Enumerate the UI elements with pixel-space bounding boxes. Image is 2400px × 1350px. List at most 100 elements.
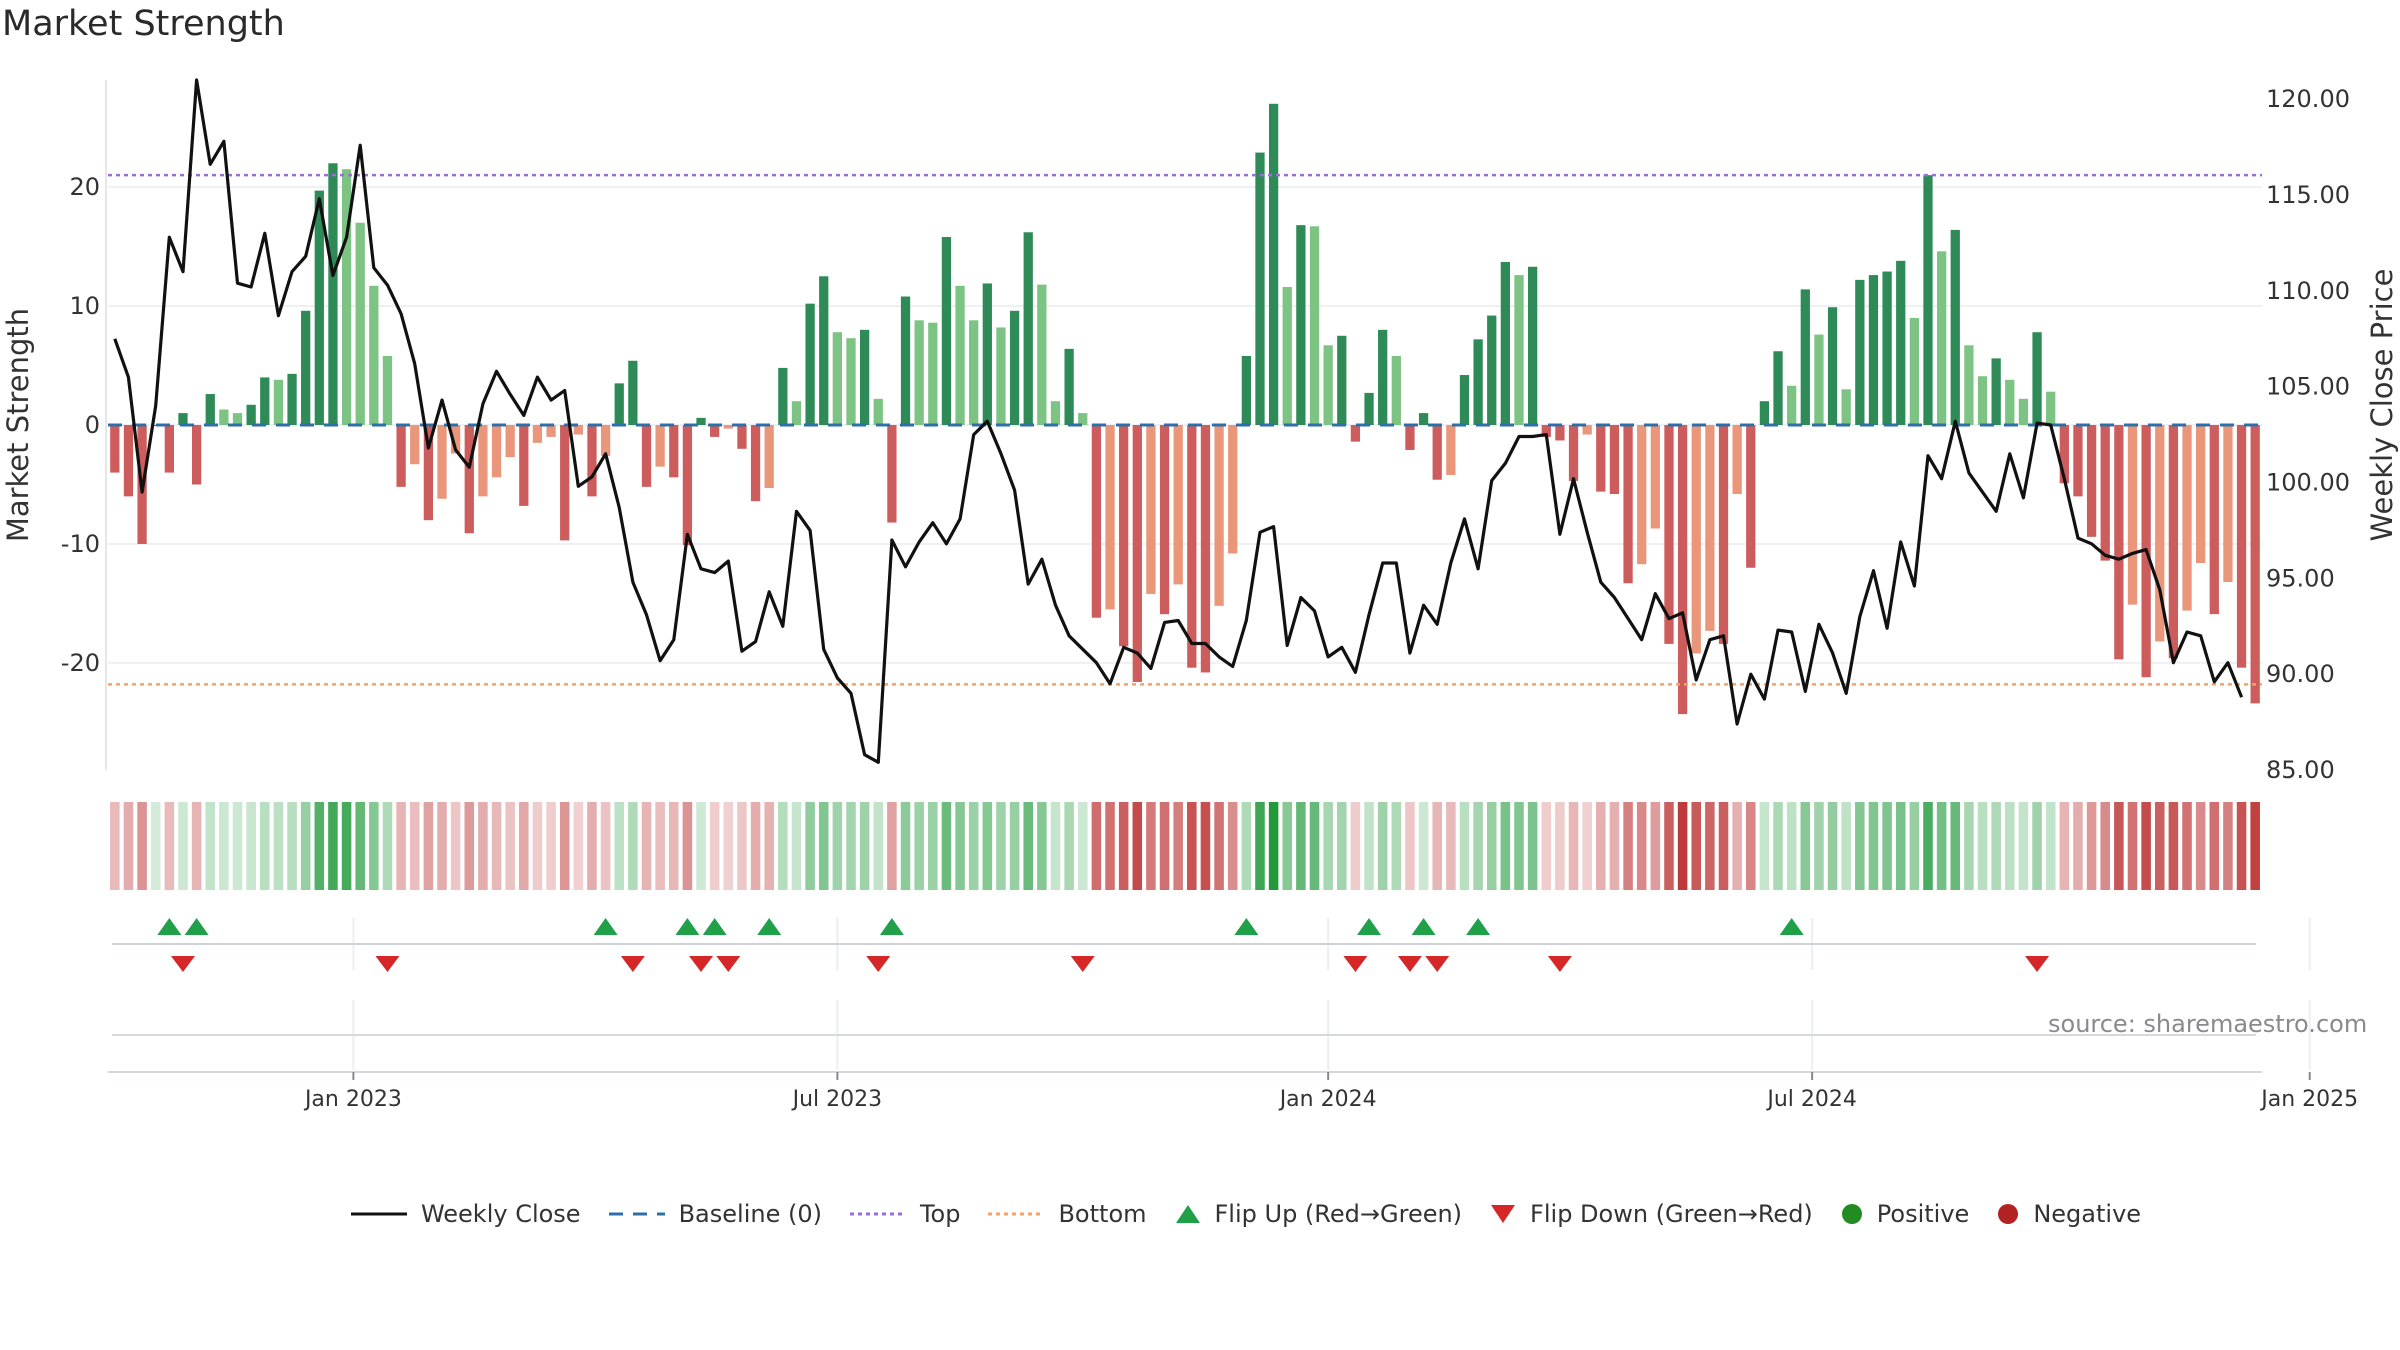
heat-cell	[1132, 802, 1143, 890]
heat-cell	[1446, 802, 1456, 890]
strength-bar	[178, 413, 188, 425]
heat-cell	[164, 802, 175, 890]
strength-bar	[1350, 425, 1361, 442]
strength-bar	[1609, 425, 1620, 494]
strength-bar	[928, 322, 938, 425]
strength-bar	[151, 425, 161, 426]
heat-cell	[914, 802, 924, 890]
left-tick-label: 0	[85, 411, 100, 439]
legend-item-top: Top	[848, 1200, 960, 1228]
heat-cell	[900, 802, 911, 890]
strength-bar	[2073, 425, 2083, 497]
right-tick-label: 110.00	[2266, 277, 2350, 305]
heat-cell	[1732, 802, 1742, 890]
heat-cell	[369, 802, 379, 890]
strength-bar	[478, 425, 488, 497]
heat-cell	[232, 802, 243, 890]
strength-bar	[1337, 335, 1347, 425]
strength-bar	[1378, 329, 1388, 425]
heat-cell	[1773, 802, 1783, 890]
heat-cell	[382, 802, 393, 890]
heat-cell	[1377, 802, 1388, 890]
heat-cell	[2005, 802, 2015, 890]
heat-cell	[314, 802, 325, 890]
legend-label: Baseline (0)	[678, 1200, 822, 1228]
strength-bar	[1855, 279, 1865, 425]
x-tick-label: Jan 2025	[2259, 1087, 2358, 1112]
heat-cell	[1064, 802, 1074, 890]
strength-bar	[1473, 339, 1483, 425]
strength-bar	[1746, 425, 1756, 568]
strength-bar	[846, 338, 856, 425]
legend-label: Flip Down (Green→Red)	[1530, 1200, 1813, 1228]
strength-bar	[900, 296, 911, 425]
heat-cell	[219, 802, 229, 890]
heat-cell	[1568, 802, 1579, 890]
heat-cell	[1146, 802, 1156, 890]
heat-cell	[137, 802, 147, 890]
strength-bar	[1841, 389, 1851, 425]
heat-cell	[2086, 802, 2097, 890]
right-tick-label: 105.00	[2266, 373, 2350, 401]
strength-bar	[1568, 425, 1579, 481]
strength-bar	[832, 332, 842, 425]
right-tick-label: 120.00	[2266, 85, 2350, 113]
heat-cell	[1691, 802, 1702, 890]
strength-bar	[682, 425, 693, 546]
strength-bar	[1159, 425, 1170, 615]
heat-cell	[696, 802, 706, 890]
heat-cell	[996, 802, 1006, 890]
heat-cell	[1296, 802, 1306, 890]
heat-cell	[110, 802, 120, 890]
strength-bar	[1555, 425, 1565, 441]
heat-cell	[2223, 802, 2233, 890]
triangle-up-icon	[1175, 1205, 1200, 1223]
heat-cell	[655, 802, 665, 890]
strength-bar	[1255, 152, 1265, 425]
heat-cell	[1105, 802, 1115, 890]
strength-bar	[1623, 425, 1633, 584]
heat-cell	[205, 802, 216, 890]
flip-down-marker	[1425, 956, 1450, 972]
heat-cell	[1214, 802, 1224, 890]
strength-bar	[532, 425, 543, 443]
strength-bar	[2250, 425, 2260, 704]
strength-bar	[382, 356, 393, 425]
flip-up-marker	[702, 918, 727, 935]
heat-cell	[2195, 802, 2206, 890]
heat-cell	[1091, 802, 1102, 890]
heat-cell	[260, 802, 270, 890]
heat-cell	[982, 802, 993, 890]
right-tick-label: 85.00	[2266, 756, 2335, 784]
flip-up-marker	[1234, 918, 1259, 935]
strength-bar	[341, 169, 352, 425]
heat-cell	[464, 802, 475, 890]
strength-bar	[546, 425, 556, 437]
strength-bar	[410, 425, 420, 465]
strength-bar	[1078, 413, 1088, 425]
strength-bar	[1923, 175, 1933, 425]
strength-bar	[2182, 425, 2192, 611]
flip-up-marker	[184, 918, 209, 935]
heat-cell	[505, 802, 515, 890]
circle-icon	[1998, 1204, 2019, 1224]
strength-bar	[778, 367, 788, 425]
strength-bar	[1282, 287, 1292, 425]
strength-bar	[260, 377, 270, 425]
heat-cell	[641, 802, 652, 890]
legend-line-dotted-icon	[988, 1212, 1045, 1216]
strength-bar	[1582, 425, 1592, 435]
strength-bar	[1064, 348, 1074, 425]
left-tick-label: 20	[69, 173, 100, 201]
heat-cell	[2073, 802, 2083, 890]
legend-label: Positive	[1876, 1200, 1970, 1228]
heat-cell	[2209, 802, 2220, 890]
heat-cell	[737, 802, 747, 890]
flip-down-marker	[1547, 956, 1572, 972]
strength-bar	[164, 425, 174, 473]
strength-bar	[1405, 425, 1415, 450]
heat-cell	[2018, 802, 2029, 890]
strength-bar	[519, 425, 529, 506]
legend-line-dashed-icon	[608, 1212, 665, 1216]
strength-bar	[1268, 103, 1279, 426]
